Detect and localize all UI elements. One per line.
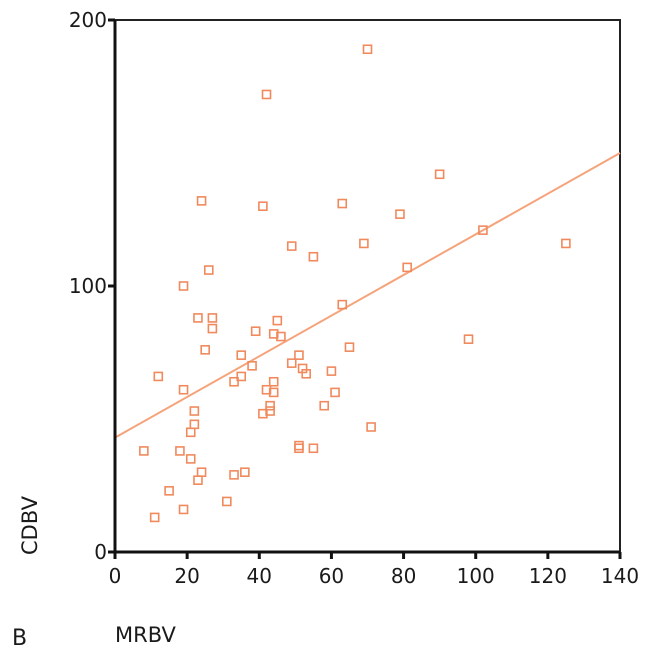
- data-point: [366, 422, 376, 432]
- x-tick-label: 0: [109, 564, 122, 588]
- data-point: [149, 512, 160, 523]
- data-point: [189, 419, 200, 430]
- data-point: [268, 387, 279, 398]
- data-point: [261, 89, 272, 100]
- x-tick-label: 80: [391, 564, 416, 588]
- y-axis-title: CDBV: [18, 495, 42, 555]
- data-point: [178, 504, 189, 515]
- data-point: [265, 406, 275, 416]
- tick-labels-layer: 0 20 40 60 80 100 120 140 0 100 200: [69, 8, 639, 588]
- data-point: [185, 454, 196, 464]
- data-point: [175, 446, 185, 456]
- y-tick-label: 100: [69, 274, 107, 298]
- plot-frame: [114, 19, 621, 553]
- y-tick-label: 0: [94, 540, 107, 564]
- data-point: [308, 251, 319, 262]
- data-point: [196, 196, 207, 206]
- x-tick-label: 100: [457, 564, 495, 588]
- data-point: [326, 366, 337, 376]
- x-tick-label: 60: [319, 564, 344, 588]
- data-point: [265, 400, 275, 411]
- data-point: [200, 345, 210, 355]
- points-layer: [139, 44, 571, 523]
- data-point: [207, 313, 218, 323]
- data-point: [319, 400, 330, 411]
- data-point: [250, 326, 261, 337]
- regression-line: [114, 152, 621, 439]
- panel-label: B: [12, 626, 27, 651]
- data-point: [301, 368, 311, 379]
- data-point: [402, 262, 412, 273]
- data-point: [294, 440, 304, 451]
- x-tick-label: 40: [247, 564, 272, 588]
- data-point: [276, 331, 286, 342]
- data-point: [308, 443, 319, 454]
- x-tick-label: 20: [174, 564, 199, 588]
- data-point: [153, 371, 164, 382]
- data-point: [359, 238, 369, 249]
- data-point: [178, 384, 189, 395]
- x-axis-title: MRBV: [115, 623, 176, 647]
- fit-line-layer: [114, 152, 621, 439]
- data-point: [229, 470, 239, 480]
- data-point: [185, 427, 196, 438]
- data-point: [222, 496, 232, 507]
- data-point: [478, 225, 488, 235]
- data-point: [207, 323, 218, 334]
- data-point: [272, 315, 283, 326]
- y-tick-label: 200: [69, 8, 107, 32]
- data-point: [337, 299, 348, 310]
- data-point: [330, 387, 340, 398]
- data-point: [286, 241, 297, 251]
- data-point: [240, 467, 250, 478]
- data-point: [258, 201, 268, 211]
- data-point: [164, 486, 174, 496]
- data-point: [229, 376, 239, 387]
- data-point: [337, 198, 348, 209]
- data-point: [247, 360, 257, 371]
- data-point: [178, 281, 189, 291]
- data-point: [193, 475, 203, 485]
- data-point: [463, 334, 474, 345]
- data-point: [362, 44, 373, 55]
- data-point: [203, 265, 214, 275]
- data-point: [189, 406, 200, 416]
- x-tick-label: 140: [601, 564, 639, 588]
- x-tick-label: 120: [529, 564, 567, 588]
- data-point: [286, 358, 297, 368]
- data-point: [236, 350, 247, 360]
- data-point: [196, 467, 207, 478]
- data-point: [268, 376, 279, 387]
- data-point: [434, 169, 445, 180]
- data-point: [236, 371, 247, 382]
- data-point: [294, 350, 304, 360]
- data-point: [561, 238, 571, 249]
- data-point: [193, 313, 203, 323]
- data-point: [294, 443, 304, 454]
- axes-layer: [108, 18, 622, 559]
- data-point: [344, 342, 355, 352]
- data-point: [139, 446, 149, 456]
- data-point: [395, 209, 405, 219]
